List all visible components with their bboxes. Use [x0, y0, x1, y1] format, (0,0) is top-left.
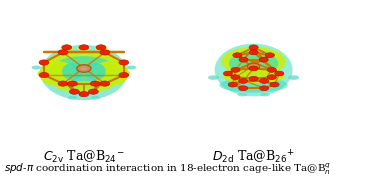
Circle shape: [239, 79, 248, 83]
Circle shape: [248, 63, 260, 70]
Ellipse shape: [91, 96, 100, 99]
Ellipse shape: [68, 96, 77, 99]
Circle shape: [249, 45, 258, 50]
Ellipse shape: [229, 51, 278, 75]
Circle shape: [39, 72, 49, 78]
Ellipse shape: [215, 44, 293, 96]
Circle shape: [119, 60, 129, 65]
Ellipse shape: [219, 78, 288, 93]
Circle shape: [58, 50, 68, 55]
Circle shape: [80, 67, 87, 70]
Circle shape: [62, 45, 72, 50]
Circle shape: [79, 45, 89, 50]
Ellipse shape: [288, 75, 299, 80]
Ellipse shape: [48, 56, 119, 89]
Circle shape: [267, 68, 276, 72]
Circle shape: [249, 66, 258, 71]
Text: $\mathit{spd}$-$\pi$ coordination interaction in 18-electron cage-like Ta@B$_{\m: $\mathit{spd}$-$\pi$ coordination intera…: [4, 161, 331, 177]
Ellipse shape: [60, 46, 73, 51]
Ellipse shape: [85, 63, 106, 80]
Circle shape: [88, 89, 98, 94]
Circle shape: [70, 89, 79, 94]
Circle shape: [119, 72, 129, 78]
Circle shape: [231, 75, 240, 80]
Circle shape: [267, 75, 276, 80]
Ellipse shape: [260, 93, 270, 96]
Circle shape: [239, 86, 248, 91]
Ellipse shape: [208, 75, 219, 80]
Circle shape: [233, 53, 242, 58]
Ellipse shape: [221, 47, 286, 76]
Text: $\mathit{C}_{2\mathrm{v}}$ Ta@B$_{24}$$^{-}$: $\mathit{C}_{2\mathrm{v}}$ Ta@B$_{24}$$^…: [43, 149, 125, 165]
Ellipse shape: [78, 46, 90, 51]
Circle shape: [100, 81, 110, 86]
Circle shape: [79, 92, 89, 97]
Ellipse shape: [93, 61, 129, 86]
Ellipse shape: [121, 71, 130, 77]
Ellipse shape: [223, 70, 285, 84]
Circle shape: [249, 50, 258, 55]
Circle shape: [231, 68, 240, 72]
Circle shape: [228, 82, 237, 87]
Circle shape: [265, 53, 274, 58]
Text: $\mathit{D}_{2\mathrm{d}}$ Ta@B$_{26}$$^{+}$: $\mathit{D}_{2\mathrm{d}}$ Ta@B$_{26}$$^…: [212, 149, 295, 166]
Circle shape: [249, 76, 258, 81]
Ellipse shape: [39, 61, 75, 86]
Circle shape: [260, 86, 269, 91]
Ellipse shape: [127, 66, 136, 70]
Circle shape: [39, 60, 49, 65]
Ellipse shape: [32, 66, 41, 70]
Ellipse shape: [55, 81, 112, 92]
Ellipse shape: [40, 45, 128, 100]
Circle shape: [260, 79, 269, 83]
Circle shape: [223, 71, 232, 76]
Circle shape: [251, 65, 257, 68]
Ellipse shape: [250, 44, 257, 47]
Circle shape: [90, 81, 100, 86]
Ellipse shape: [95, 46, 107, 51]
Circle shape: [58, 81, 68, 86]
Circle shape: [68, 81, 77, 86]
Ellipse shape: [62, 63, 83, 80]
Circle shape: [77, 65, 91, 72]
Ellipse shape: [237, 93, 247, 96]
Ellipse shape: [37, 71, 47, 77]
Circle shape: [96, 45, 106, 50]
Circle shape: [239, 57, 248, 62]
Circle shape: [259, 57, 268, 62]
Circle shape: [275, 71, 284, 76]
Circle shape: [270, 82, 279, 87]
Ellipse shape: [43, 51, 124, 79]
Circle shape: [100, 50, 110, 55]
